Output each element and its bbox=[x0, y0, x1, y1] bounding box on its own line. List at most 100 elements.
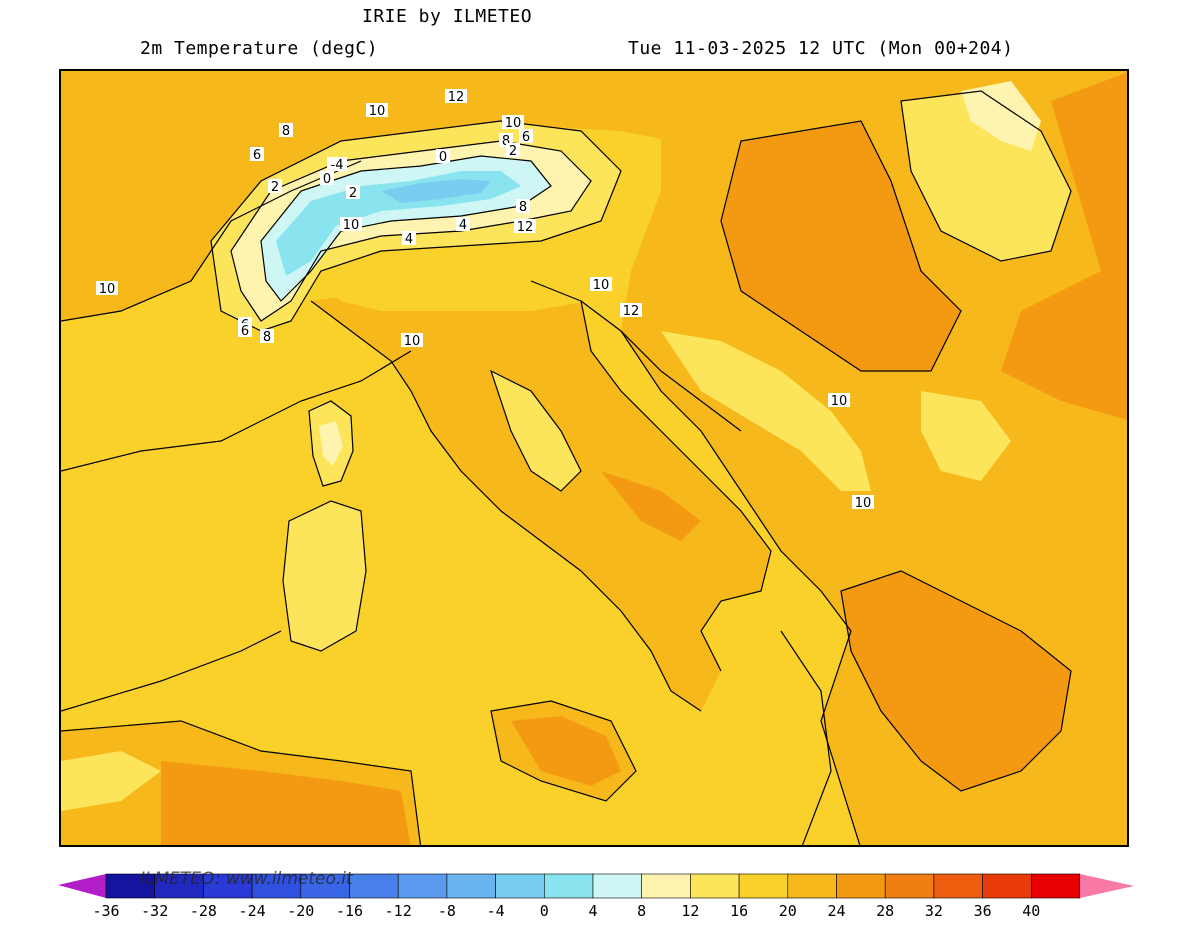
contour-adriatic bbox=[580, 300, 742, 432]
svg-text:2: 2 bbox=[509, 144, 517, 159]
contour-greece bbox=[840, 570, 1072, 792]
temperature-colorbar bbox=[58, 873, 1134, 899]
valid-time-label: Tue 11-03-2025 12 UTC (Mon 00+204) bbox=[628, 38, 1014, 59]
colorbar-swatch bbox=[397, 873, 448, 899]
colorbar-tick-label: -4 bbox=[486, 902, 505, 920]
contour-label-group: 12 10 8 6 10 8 6 4 0 -4 2 2 0 2 8 10 4 6… bbox=[96, 89, 874, 511]
contour-apennine bbox=[489, 369, 582, 492]
contour-sea-west bbox=[61, 350, 412, 472]
colorbar-tick-label: 32 bbox=[924, 902, 943, 920]
colorbar-swatch bbox=[836, 873, 886, 899]
colorbar-tick-label: -32 bbox=[141, 902, 169, 920]
chart-title: IRIE by ILMETEO bbox=[362, 6, 533, 27]
colorbar-tick-label: -24 bbox=[238, 902, 266, 920]
land-carpathian-cold bbox=[961, 81, 1041, 151]
temperature-map: 12 10 8 6 10 8 6 4 0 -4 2 2 0 2 8 10 4 6… bbox=[59, 69, 1129, 847]
colorbar-swatch bbox=[933, 873, 983, 899]
colorbar-tick-label: 40 bbox=[1022, 902, 1041, 920]
colorbar-swatch bbox=[884, 873, 935, 899]
svg-text:8: 8 bbox=[282, 124, 290, 139]
contour-ionian bbox=[780, 630, 832, 845]
coastline-corsica bbox=[308, 400, 354, 487]
colorbar-tick-label: -12 bbox=[384, 902, 412, 920]
svg-text:2: 2 bbox=[349, 186, 357, 201]
coastline-italy-west bbox=[310, 300, 702, 712]
svg-text:10: 10 bbox=[404, 334, 421, 349]
land-pindus-cool bbox=[921, 391, 1011, 481]
contour-label: 0 bbox=[320, 171, 334, 187]
land-north-west bbox=[61, 71, 701, 321]
colorbar-swatch bbox=[495, 873, 545, 899]
contour-label: 6 bbox=[238, 323, 252, 339]
colorbar-tick-label: 24 bbox=[827, 902, 846, 920]
alps-subzero-east bbox=[381, 179, 491, 203]
coastline-italy-east bbox=[530, 280, 772, 672]
colorbar-swatch bbox=[738, 873, 789, 899]
svg-text:8: 8 bbox=[263, 330, 271, 345]
contour-label: 2 bbox=[346, 185, 360, 201]
contour-balkans-1 bbox=[720, 120, 962, 372]
colorbar-swatch bbox=[592, 873, 643, 899]
svg-text:0: 0 bbox=[439, 150, 447, 165]
svg-text:-4: -4 bbox=[331, 158, 344, 173]
contour-alps-outer bbox=[210, 120, 622, 332]
coastline-africa bbox=[61, 720, 422, 845]
contour-label: 10 bbox=[366, 103, 388, 119]
colorbar-swatch bbox=[982, 873, 1032, 899]
land-po-valley bbox=[311, 241, 601, 311]
svg-text:0: 0 bbox=[323, 172, 331, 187]
colorbar-swatch bbox=[446, 873, 496, 899]
alps-freezing bbox=[276, 171, 521, 276]
contour-label: 12 bbox=[445, 89, 467, 105]
colorbar-swatch bbox=[105, 873, 156, 899]
land-balkans-hot bbox=[721, 121, 961, 371]
contour-label: 10 bbox=[852, 495, 874, 511]
svg-text:12: 12 bbox=[623, 304, 640, 319]
colorbar-tick-label: 20 bbox=[778, 902, 797, 920]
contour-label: 4 bbox=[456, 217, 470, 233]
svg-text:8: 8 bbox=[519, 200, 527, 215]
colorbar-tick-label: 12 bbox=[681, 902, 700, 920]
colorbar-swatch bbox=[349, 873, 399, 899]
colorbar-swatch bbox=[787, 873, 837, 899]
colorbar-tick-label: -36 bbox=[92, 902, 120, 920]
svg-text:10: 10 bbox=[99, 282, 116, 297]
contour-label: 2 bbox=[506, 143, 520, 159]
svg-text:6: 6 bbox=[241, 324, 249, 339]
svg-text:6: 6 bbox=[522, 130, 530, 145]
contour-label: 10 bbox=[828, 393, 850, 409]
land-greece-hot bbox=[841, 571, 1071, 791]
colorbar-swatch bbox=[1030, 873, 1081, 899]
colorbar-tick-label: 36 bbox=[973, 902, 992, 920]
svg-text:10: 10 bbox=[343, 218, 360, 233]
svg-text:12: 12 bbox=[517, 220, 534, 235]
svg-text:6: 6 bbox=[253, 148, 261, 163]
map-canvas: 12 10 8 6 10 8 6 4 0 -4 2 2 0 2 8 10 4 6… bbox=[61, 71, 1127, 845]
land-italy bbox=[311, 281, 771, 711]
colorbar-tick-label: -28 bbox=[189, 902, 217, 920]
colorbar-swatch bbox=[690, 873, 740, 899]
land-apennine-cool bbox=[491, 371, 581, 491]
contour-label: 8 bbox=[516, 199, 530, 215]
colorbar-tick-label: -8 bbox=[437, 902, 456, 920]
colorbar-high-cap bbox=[1080, 874, 1134, 898]
svg-text:2: 2 bbox=[271, 180, 279, 195]
contour-label: 10 bbox=[401, 333, 423, 349]
colorbar-tick-label: 8 bbox=[637, 902, 647, 920]
colorbar-swatch bbox=[641, 873, 691, 899]
land-romania-hot bbox=[1001, 72, 1127, 420]
contour-label: 12 bbox=[514, 219, 536, 235]
contour-label: 12 bbox=[620, 303, 642, 319]
colorbar-tick-label: 28 bbox=[876, 902, 895, 920]
colorbar-swatch bbox=[251, 873, 302, 899]
colorbar-tick-label: 4 bbox=[588, 902, 598, 920]
land-north-africa-cool bbox=[61, 751, 161, 811]
colorbar-swatch bbox=[300, 873, 350, 899]
contour-sea-south bbox=[61, 630, 282, 712]
svg-text:8: 8 bbox=[502, 134, 510, 149]
contour-label: -4 bbox=[327, 157, 347, 173]
contour-label: 8 bbox=[260, 329, 274, 345]
contour-label: 10 bbox=[96, 281, 118, 297]
contour-label: 2 bbox=[268, 179, 282, 195]
land-north-africa-hot bbox=[161, 761, 411, 845]
